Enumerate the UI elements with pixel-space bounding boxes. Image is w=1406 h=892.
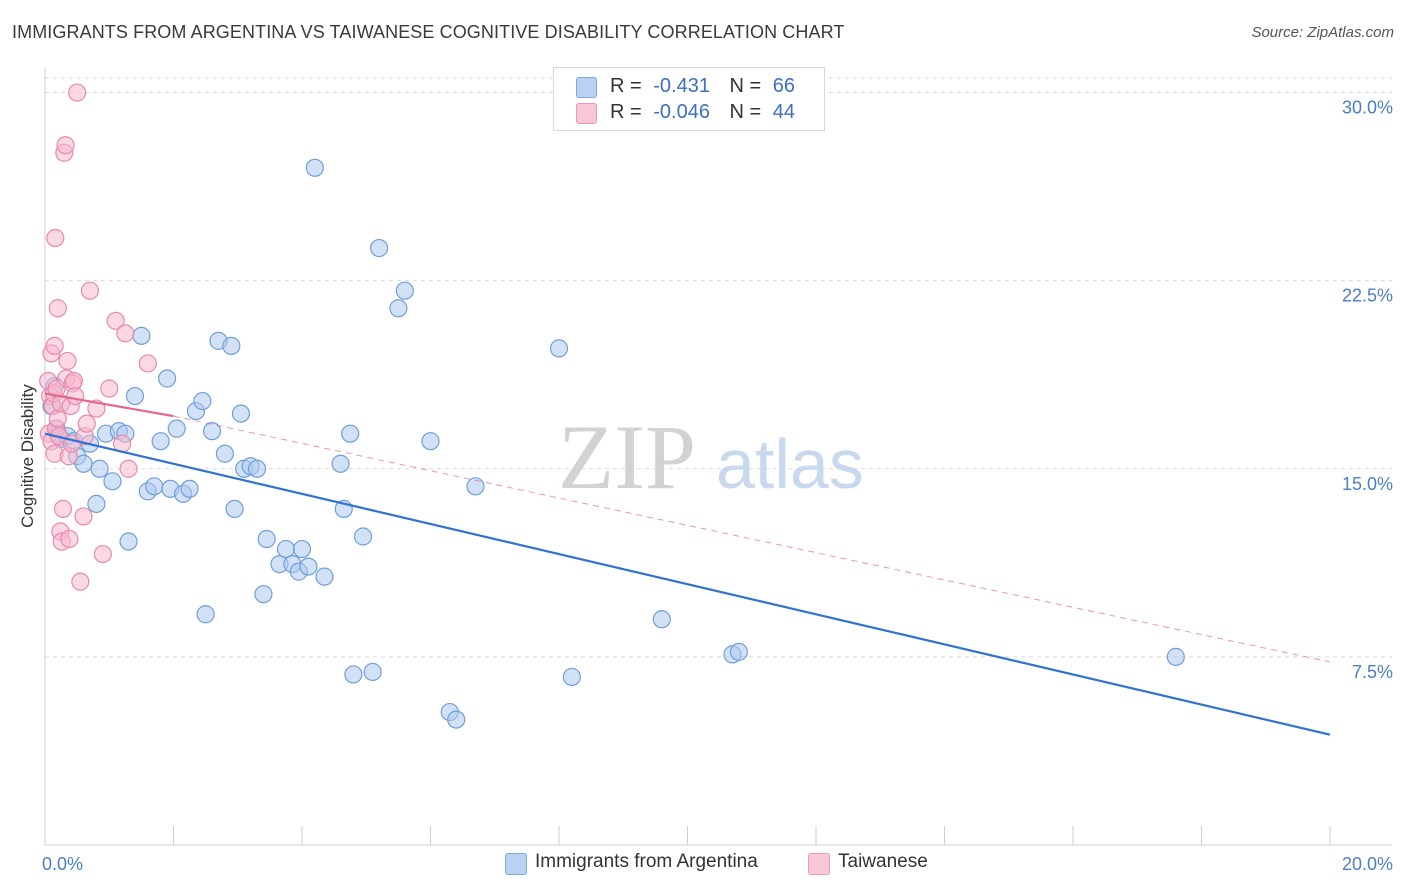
- argentina-point: [370, 238, 389, 258]
- taiwanese-trend-line: [44, 392, 174, 418]
- argentina-point: [562, 667, 581, 687]
- taiwanese-point: [80, 281, 100, 300]
- argentina-point: [363, 662, 382, 682]
- argentina-point: [299, 557, 318, 576]
- axes: [44, 68, 1392, 846]
- taiwanese-point: [116, 324, 135, 343]
- grid-lines: [45, 77, 1392, 658]
- legend-swatch-blue: [505, 853, 527, 875]
- taiwanese-point: [106, 311, 125, 330]
- taiwanese-point: [68, 83, 87, 102]
- legend-swatch-pink: [576, 103, 597, 124]
- argentina-point: [305, 158, 324, 177]
- legend-n-value: 44: [772, 101, 796, 123]
- argentina-point: [276, 539, 296, 559]
- legend-label-argentina: Immigrants from Argentina: [535, 851, 758, 872]
- x-tick-label: 0.0%: [42, 854, 83, 874]
- legend-r-value: -0.046: [653, 101, 710, 123]
- y-axis-label: Cognitive Disability: [18, 384, 37, 528]
- taiwanese-point: [60, 529, 79, 549]
- watermark: ZIP atlas: [558, 406, 864, 508]
- argentina-point: [447, 710, 466, 729]
- argentina-point: [729, 642, 749, 661]
- y-tick-label: 30.0%: [1342, 98, 1393, 118]
- argentina-point: [125, 386, 145, 406]
- argentina-point: [247, 459, 267, 478]
- y-tick-label: 22.5%: [1342, 286, 1393, 306]
- argentina-point: [331, 454, 350, 473]
- legend-n-value: 66: [772, 75, 796, 97]
- argentina-point: [344, 665, 363, 684]
- taiwanese-point: [71, 572, 90, 591]
- legend-swatch-blue: [576, 77, 597, 98]
- series-taiwanese-points: [39, 83, 157, 591]
- argentina-point: [90, 459, 109, 478]
- argentina-point: [652, 610, 671, 629]
- argentina-point: [315, 567, 334, 586]
- argentina-point: [341, 424, 360, 443]
- argentina-point: [292, 539, 312, 559]
- taiwanese-point: [66, 386, 85, 406]
- argentina-trend-line: [44, 432, 1331, 736]
- argentina-point: [231, 404, 251, 423]
- taiwanese-point: [77, 414, 96, 433]
- legend-n-label: N =: [729, 101, 762, 123]
- taiwanese-point: [138, 354, 157, 373]
- argentina-point: [87, 494, 106, 513]
- legend-swatch-pink: [808, 853, 830, 875]
- x-tick-label: 20.0%: [1342, 854, 1393, 874]
- legend-label-taiwanese: Taiwanese: [838, 851, 928, 872]
- taiwanese-point: [48, 409, 67, 428]
- taiwanese-point: [53, 499, 73, 519]
- argentina-point: [132, 326, 151, 345]
- taiwanese-point: [46, 228, 65, 248]
- argentina-point: [103, 472, 122, 491]
- argentina-point: [254, 585, 273, 604]
- legend-r-value: -0.431: [653, 75, 710, 97]
- tick-labels: 7.5% 15.0% 22.5% 30.0% 0.0% 20.0%: [42, 98, 1393, 874]
- argentina-point: [151, 432, 170, 451]
- argentina-point: [1166, 647, 1185, 666]
- correlation-legend: R = -0.431 N = 66 R = -0.046 N = 44: [553, 67, 825, 131]
- argentina-point: [549, 339, 569, 358]
- argentina-point: [196, 605, 215, 624]
- argentina-point: [225, 499, 244, 519]
- trend-lines: [44, 392, 1331, 736]
- argentina-point: [167, 419, 186, 438]
- argentina-point: [353, 527, 373, 546]
- taiwanese-point: [74, 507, 93, 526]
- series-legend: Immigrants from Argentina Taiwanese: [0, 851, 1406, 879]
- argentina-point: [193, 391, 212, 411]
- taiwanese-point: [100, 379, 119, 398]
- legend-r-label: R =: [610, 101, 642, 123]
- taiwanese-point: [93, 544, 112, 564]
- taiwanese-point: [64, 371, 84, 391]
- chart-title: IMMIGRANTS FROM ARGENTINA VS TAIWANESE C…: [12, 22, 845, 42]
- taiwanese-point: [48, 299, 67, 318]
- argentina-point: [389, 299, 408, 318]
- argentina-point: [395, 281, 414, 300]
- watermark-atlas: atlas: [716, 425, 864, 503]
- taiwanese-point: [45, 336, 64, 355]
- taiwanese-point: [58, 351, 77, 371]
- argentina-point: [466, 477, 485, 496]
- watermark-zip: ZIP: [558, 406, 696, 508]
- legend-r-label: R =: [610, 75, 642, 97]
- argentina-point: [202, 422, 222, 441]
- taiwanese-point: [56, 136, 75, 155]
- source-note: Source: ZipAtlas.com: [1251, 24, 1394, 41]
- argentina-point: [421, 432, 440, 451]
- y-tick-label: 15.0%: [1342, 474, 1393, 494]
- argentina-point: [157, 369, 177, 388]
- taiwanese-point: [119, 459, 138, 478]
- y-tick-label: 7.5%: [1352, 662, 1393, 682]
- argentina-point: [180, 479, 199, 498]
- argentina-point: [119, 532, 138, 551]
- argentina-point: [222, 336, 241, 355]
- argentina-point: [257, 529, 276, 549]
- argentina-point: [145, 477, 164, 496]
- legend-n-label: N =: [729, 75, 762, 97]
- argentina-point: [215, 444, 234, 463]
